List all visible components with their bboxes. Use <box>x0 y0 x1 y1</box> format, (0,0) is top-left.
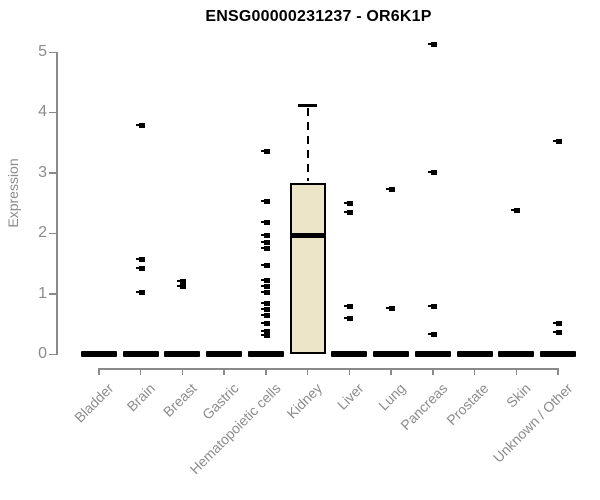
x-tick-label: Bladder <box>70 380 117 426</box>
outlier-point <box>427 331 437 337</box>
outlier-point <box>553 320 563 326</box>
outlier-point <box>344 316 354 322</box>
outlier-point <box>260 320 270 326</box>
outlier-point <box>344 209 354 215</box>
x-axis-tick <box>557 368 559 375</box>
outlier-point <box>260 262 270 268</box>
y-axis-tick <box>49 293 56 295</box>
y-axis-tick <box>49 51 56 53</box>
x-tick-label: Skin <box>503 380 534 411</box>
outlier-point <box>386 305 396 311</box>
y-axis-tick <box>49 111 56 114</box>
outlier-point <box>553 139 563 145</box>
boxplot-flat-box <box>164 351 201 357</box>
outlier-point <box>260 232 270 238</box>
outlier-point <box>260 199 270 205</box>
outlier-point <box>553 329 563 335</box>
y-axis-tick <box>49 232 56 235</box>
x-tick-label: Prostate <box>443 380 492 429</box>
outlier-point <box>135 290 145 296</box>
x-axis-tick <box>181 368 184 375</box>
outlier-point <box>260 220 270 226</box>
boxplot-flat-box <box>206 351 243 357</box>
boxplot-flat-box <box>331 351 368 357</box>
x-tick-label: Kidney <box>283 380 325 422</box>
outlier-point <box>260 290 270 296</box>
outlier-point <box>260 300 270 306</box>
x-axis-line <box>98 368 560 370</box>
outlier-point <box>260 278 270 284</box>
outlier-point <box>260 148 270 154</box>
boxplot-flat-box <box>247 351 284 357</box>
outlier-point <box>177 279 187 285</box>
outlier-point <box>260 312 270 318</box>
y-tick-label: 0 <box>38 345 47 362</box>
x-tick-label: Liver <box>333 380 367 413</box>
y-axis-tick <box>49 172 56 174</box>
x-axis-tick <box>139 368 142 375</box>
x-axis-tick <box>348 368 351 375</box>
x-tick-label: Breast <box>159 380 200 420</box>
boxplot-flat-box <box>498 351 535 357</box>
outlier-point <box>427 303 437 309</box>
y-tick-label: 1 <box>38 284 47 302</box>
boxplot-box <box>289 183 326 354</box>
upper-whisker-cap <box>298 104 318 108</box>
y-axis-line <box>56 52 58 355</box>
y-axis-tick <box>49 353 56 355</box>
outlier-point <box>135 257 145 263</box>
upper-whisker <box>306 107 309 182</box>
x-axis-tick <box>265 368 267 375</box>
outlier-point <box>177 283 187 289</box>
outlier-point <box>427 42 437 48</box>
boxplot-flat-box <box>373 351 410 357</box>
x-axis-tick <box>98 368 100 375</box>
outlier-point <box>260 239 270 245</box>
x-axis-tick <box>432 368 434 375</box>
boxplot-flat-box <box>81 351 117 357</box>
y-tick-label: 5 <box>38 43 47 60</box>
boxplot-flat-box <box>122 351 159 357</box>
x-axis-tick <box>306 368 309 375</box>
x-tick-label: Brain <box>123 380 159 415</box>
outlier-point <box>344 303 354 309</box>
outlier-point <box>260 328 270 334</box>
x-axis-tick <box>390 368 392 375</box>
outlier-point <box>511 207 521 213</box>
y-tick-label: 4 <box>38 103 47 121</box>
outlier-point <box>135 122 145 128</box>
x-tick-label: Unknown / Other <box>489 380 576 466</box>
boxplot-flat-box <box>540 351 577 357</box>
outlier-point <box>386 186 396 192</box>
boxplot-flat-box <box>456 351 493 357</box>
outlier-point <box>260 306 270 312</box>
y-tick-label: 2 <box>38 224 47 242</box>
outlier-point <box>427 169 437 175</box>
chart-title: ENSG00000231237 - OR6K1P <box>205 8 432 25</box>
outlier-point <box>344 200 354 206</box>
x-axis-tick <box>473 368 476 375</box>
y-axis-label: Expression <box>5 158 21 228</box>
outlier-point <box>260 332 270 338</box>
y-tick-label: 3 <box>38 163 47 181</box>
boxplot-median <box>289 233 326 239</box>
outlier-point <box>260 284 270 290</box>
outlier-point <box>260 246 270 252</box>
outlier-point <box>135 265 145 271</box>
x-axis-tick <box>223 368 225 375</box>
x-tick-label: Lung <box>375 380 409 414</box>
boxplot-flat-box <box>414 351 451 357</box>
x-axis-tick <box>515 368 518 375</box>
